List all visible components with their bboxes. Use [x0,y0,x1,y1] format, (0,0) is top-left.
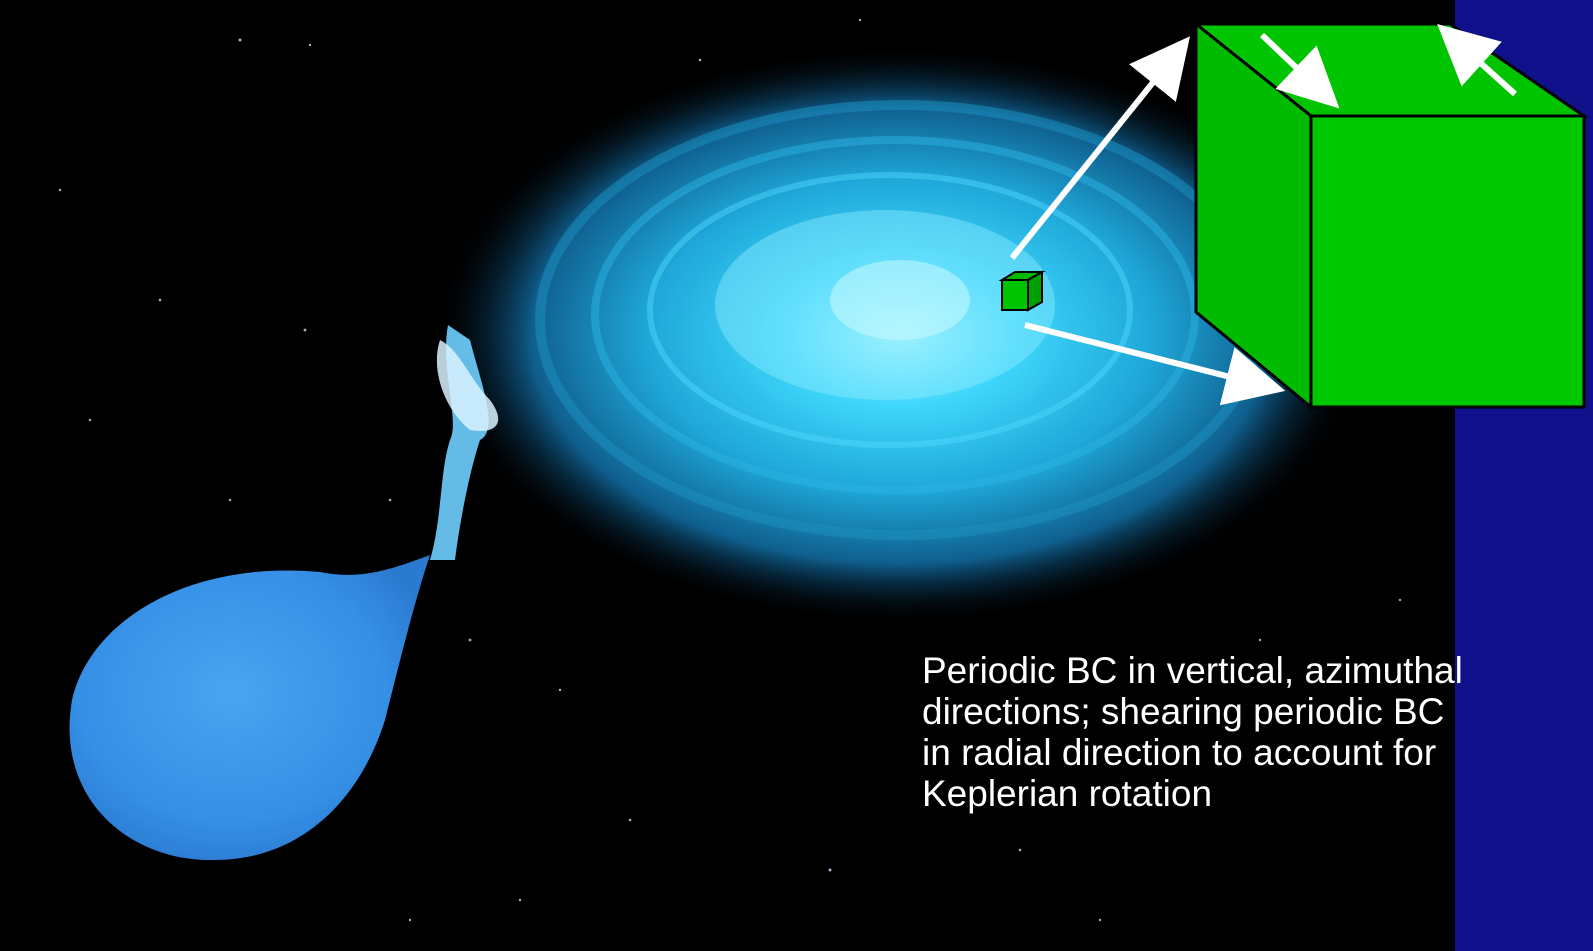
caption-line: in radial direction to account for [922,732,1437,773]
boundary-conditions-caption: Periodic BC in vertical, azimuthal direc… [922,650,1593,814]
donor-star [69,555,431,861]
white-arrow-icon [1024,322,1286,406]
caption-line: directions; shearing periodic BC [922,691,1445,732]
stream-hotspot [436,340,499,431]
caption-line: Periodic BC in vertical, azimuthal [922,650,1463,691]
white-arrow-icon [1009,36,1191,260]
background-stars [58,18,1402,922]
green-cube-icon [998,270,1046,312]
white-arrow-icon [1259,32,1340,109]
green-cube-zoom-icon [1191,20,1589,411]
white-arrow-icon [1437,23,1518,97]
caption-line: Keplerian rotation [922,773,1213,814]
accretion-disk [440,50,1360,620]
